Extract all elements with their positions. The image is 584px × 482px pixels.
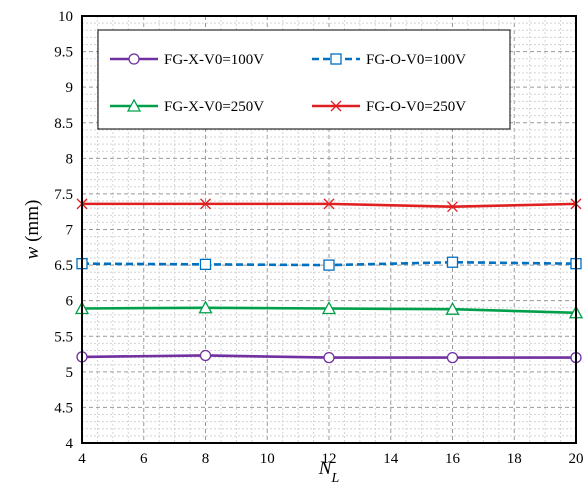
y-tick-label: 4.5 bbox=[54, 400, 73, 416]
legend-box bbox=[97, 29, 511, 130]
series-0 bbox=[76, 349, 582, 364]
y-tick-label: 8.5 bbox=[54, 116, 73, 132]
legend-marker bbox=[126, 98, 142, 112]
y-tick-label: 8 bbox=[66, 151, 74, 167]
legend-label: FG-X-V0=100V bbox=[164, 52, 264, 68]
series-2 bbox=[74, 300, 584, 319]
data-point bbox=[200, 198, 211, 210]
x-axis-title-sub: L bbox=[330, 471, 339, 482]
legend: FG-X-V0=100V FG-O-V0=100V FG-X-V0=250V FG-O… bbox=[97, 29, 511, 130]
x-tick-label: 6 bbox=[140, 451, 148, 467]
y-tick-label: 7 bbox=[66, 223, 74, 239]
data-point bbox=[199, 258, 212, 271]
x-tick-label: 18 bbox=[507, 451, 522, 467]
y-tick-label: 7.5 bbox=[54, 187, 73, 203]
data-point bbox=[199, 349, 212, 362]
legend-marker bbox=[128, 53, 140, 65]
x-tick-label: 10 bbox=[260, 451, 275, 467]
tick-labels: 4 6 8 10 12 14 16 18 20 4 4.5 5 5.5 6 6.5 7 7.5 8 8.5 9 9.5 1… bbox=[54, 9, 583, 467]
x-tick-label: 8 bbox=[202, 451, 210, 467]
y-tick-label: 6.5 bbox=[54, 258, 73, 274]
y-tick-label: 9 bbox=[66, 80, 74, 96]
y-tick-label: 5 bbox=[66, 365, 74, 381]
legend-item: FG-O-V0=100V bbox=[312, 52, 466, 68]
x-tick-label: 14 bbox=[383, 451, 399, 467]
y-tick-label: 6 bbox=[66, 294, 74, 310]
data-point bbox=[323, 259, 335, 271]
legend-label: FG-O-V0=100V bbox=[366, 52, 466, 68]
y-tick-label: 9.5 bbox=[54, 45, 73, 61]
legend-label: FG-X-V0=250V bbox=[164, 99, 264, 115]
data-point bbox=[198, 300, 213, 314]
data-point bbox=[323, 351, 335, 364]
x-axis-title-main: N bbox=[318, 458, 333, 479]
data-point bbox=[447, 201, 458, 213]
data-point bbox=[445, 301, 460, 315]
y-axis-title: w (mm) bbox=[22, 200, 43, 260]
legend-label: FG-O-V0=250V bbox=[366, 99, 466, 115]
data-point bbox=[446, 256, 459, 268]
plot-frame bbox=[81, 15, 577, 444]
x-tick-label: 12 bbox=[322, 451, 337, 467]
data-point bbox=[321, 301, 337, 315]
data-point bbox=[323, 198, 335, 210]
legend-item: FG-X-V0=250V bbox=[110, 98, 264, 115]
legend-marker bbox=[330, 53, 342, 65]
y-tick-label: 10 bbox=[58, 9, 73, 25]
y-axis-title-var: w bbox=[22, 246, 43, 259]
x-axis-title: NL bbox=[318, 458, 340, 482]
series-1 bbox=[76, 256, 582, 271]
y-tick-label: 5.5 bbox=[54, 329, 73, 345]
x-tick-label: 20 bbox=[569, 451, 584, 467]
x-tick-label: 4 bbox=[78, 451, 86, 467]
legend-item: FG-X-V0=100V bbox=[110, 52, 264, 68]
y-axis-title-unit: (mm) bbox=[22, 200, 43, 247]
x-tick-label: 16 bbox=[445, 451, 461, 467]
legend-item: FG-O-V0=250V bbox=[312, 99, 466, 115]
legend-marker bbox=[330, 100, 342, 112]
grid bbox=[82, 16, 576, 443]
y-tick-label: 4 bbox=[66, 436, 74, 452]
series-3 bbox=[76, 198, 582, 213]
data-point bbox=[446, 351, 459, 364]
